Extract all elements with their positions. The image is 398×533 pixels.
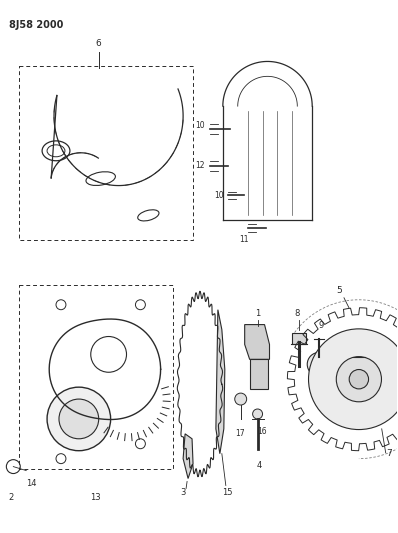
Text: 17: 17 (235, 429, 244, 438)
Polygon shape (183, 434, 193, 479)
Circle shape (307, 352, 331, 376)
Circle shape (235, 393, 247, 405)
Bar (19, 285, 173, 469)
Text: 12: 12 (195, 161, 205, 170)
Bar (19, 67, 193, 240)
Polygon shape (250, 359, 267, 389)
Text: 3: 3 (180, 488, 186, 497)
Text: 7: 7 (387, 449, 392, 458)
Circle shape (349, 369, 369, 389)
Text: 6: 6 (96, 38, 101, 47)
Circle shape (47, 387, 111, 451)
Polygon shape (245, 325, 269, 359)
Text: 2: 2 (9, 494, 14, 503)
Polygon shape (216, 310, 225, 454)
Text: 10: 10 (195, 122, 205, 131)
Circle shape (308, 329, 398, 430)
Text: 5: 5 (336, 286, 342, 295)
Text: 11: 11 (239, 235, 248, 244)
Text: 16: 16 (257, 427, 266, 436)
Circle shape (59, 399, 99, 439)
Text: 15: 15 (222, 488, 233, 497)
Text: 9: 9 (318, 320, 324, 329)
Polygon shape (293, 333, 306, 344)
Circle shape (336, 357, 381, 402)
Text: 1: 1 (255, 309, 260, 318)
Text: 10: 10 (214, 191, 224, 200)
Text: 14: 14 (26, 479, 37, 488)
Circle shape (314, 359, 324, 369)
Text: 13: 13 (90, 494, 101, 503)
Circle shape (253, 409, 263, 419)
Text: 8: 8 (295, 309, 300, 318)
Text: 8J58 2000: 8J58 2000 (9, 20, 64, 30)
Text: 4: 4 (257, 461, 262, 470)
